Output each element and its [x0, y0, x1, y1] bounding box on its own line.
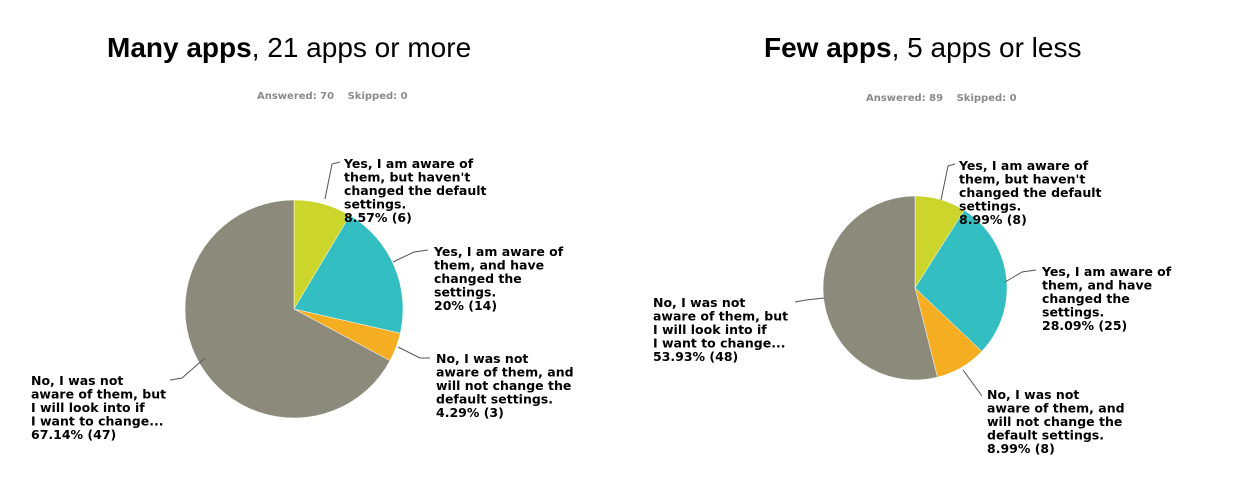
- leader-line: [1004, 269, 1037, 283]
- chart-heading-bold: Few apps: [764, 32, 892, 63]
- slice-label: Yes, I am aware of them, but haven't chang…: [958, 158, 1102, 227]
- leader-line: [392, 249, 429, 263]
- slice-label-line: aware of them, but: [653, 309, 788, 324]
- slice-label-line: I will look into if: [31, 400, 145, 415]
- slice-value-label: 53.93% (48): [653, 349, 738, 364]
- slice-label: No, I was not aware of them, and will not …: [436, 351, 574, 420]
- response-stats: Answered: 70 Skipped: 0: [257, 91, 418, 102]
- slice-label-line: aware of them, but: [31, 387, 166, 402]
- answered-count: Answered: 89: [866, 93, 944, 104]
- skipped-count: Skipped: 0: [347, 91, 408, 102]
- slice-label: No, I was not aware of them, but I will lo…: [31, 373, 166, 442]
- chart-heading: Few apps, 5 apps or less: [764, 32, 1081, 64]
- slice-label-line: I will look into if: [653, 322, 767, 337]
- slice-label-line: default settings.: [436, 392, 553, 407]
- slice-label-line: settings.: [1042, 305, 1104, 320]
- slice-label-line: them, and have: [1042, 278, 1152, 293]
- slice-label-line: I want to change...: [653, 336, 785, 351]
- slice-label-line: Yes, I am aware of: [958, 158, 1089, 173]
- slice-label: No, I was not aware of them, but I will lo…: [653, 295, 788, 364]
- chart-heading-bold: Many apps: [107, 32, 252, 63]
- pie-slice: [293, 215, 404, 334]
- slice-label-line: settings.: [959, 199, 1021, 214]
- slice-label-line: No, I was not: [987, 387, 1079, 402]
- chart-heading-rest: , 21 apps or more: [251, 32, 472, 63]
- slice-value-label: 8.99% (8): [987, 441, 1055, 456]
- response-stats: Answered: 89 Skipped: 0: [866, 93, 1027, 104]
- leader-line: [324, 161, 341, 200]
- leader-line: [794, 297, 825, 303]
- slice-label-line: changed the default: [344, 183, 487, 198]
- leader-line: [940, 163, 956, 201]
- slice-label-line: No, I was not: [653, 295, 745, 310]
- slice-label-line: changed the: [1042, 291, 1130, 306]
- slice-label-line: I want to change...: [31, 414, 163, 429]
- slice-label: No, I was not aware of them, and will not …: [987, 387, 1125, 456]
- slice-value-label: 28.09% (25): [1042, 318, 1127, 333]
- slice-label-line: changed the default: [959, 185, 1102, 200]
- slice-label-line: No, I was not: [436, 351, 528, 366]
- slice-label: Yes, I am aware of them, and have changed …: [433, 244, 564, 313]
- slice-label-line: changed the: [434, 271, 522, 286]
- slice-value-label: 4.29% (3): [436, 405, 504, 420]
- slice-label-line: aware of them, and: [987, 401, 1125, 416]
- slice-label-line: default settings.: [987, 428, 1104, 443]
- slice-label-line: them, but haven't: [959, 172, 1085, 187]
- leader-line: [169, 357, 206, 381]
- slice-label-line: them, and have: [434, 258, 544, 273]
- leader-line: [397, 346, 430, 359]
- skipped-count: Skipped: 0: [956, 93, 1017, 104]
- slice-label-line: settings.: [434, 285, 496, 300]
- slice-label-line: Yes, I am aware of: [433, 244, 564, 259]
- slice-label: Yes, I am aware of them, and have changed …: [1041, 264, 1172, 333]
- slice-label-line: them, but haven't: [344, 170, 470, 185]
- pie-slice: [914, 209, 1008, 352]
- slice-label-line: aware of them, and: [436, 365, 574, 380]
- slice-label: Yes, I am aware of them, but haven't chang…: [343, 156, 487, 225]
- pie-slice: [822, 195, 938, 381]
- slice-label-line: Yes, I am aware of: [343, 156, 474, 171]
- slice-value-label: 20% (14): [434, 298, 497, 313]
- slice-label-line: will not change the: [436, 378, 571, 393]
- pie-slice: [184, 199, 391, 419]
- slice-value-label: 67.14% (47): [31, 427, 116, 442]
- pie-chart-many-apps: Yes, I am aware of them, but haven't chang…: [31, 156, 574, 442]
- slice-value-label: 8.99% (8): [959, 212, 1027, 227]
- slice-label-line: will not change the: [987, 414, 1122, 429]
- slice-label-line: Yes, I am aware of: [1041, 264, 1172, 279]
- slice-label-line: No, I was not: [31, 373, 123, 388]
- answered-count: Answered: 70: [257, 91, 335, 102]
- chart-panel-many-apps: Many apps, 21 apps or more Answered: 70 …: [0, 0, 620, 485]
- chart-heading-rest: , 5 apps or less: [891, 32, 1082, 63]
- chart-panel-few-apps: Few apps, 5 apps or less Answered: 89 Sk…: [620, 0, 1242, 485]
- slice-value-label: 8.57% (6): [344, 210, 412, 225]
- leader-line: [962, 369, 983, 397]
- slice-label-line: settings.: [344, 197, 406, 212]
- pie-chart-few-apps: Yes, I am aware of them, but haven't chang…: [653, 158, 1172, 456]
- chart-heading: Many apps, 21 apps or more: [107, 32, 471, 64]
